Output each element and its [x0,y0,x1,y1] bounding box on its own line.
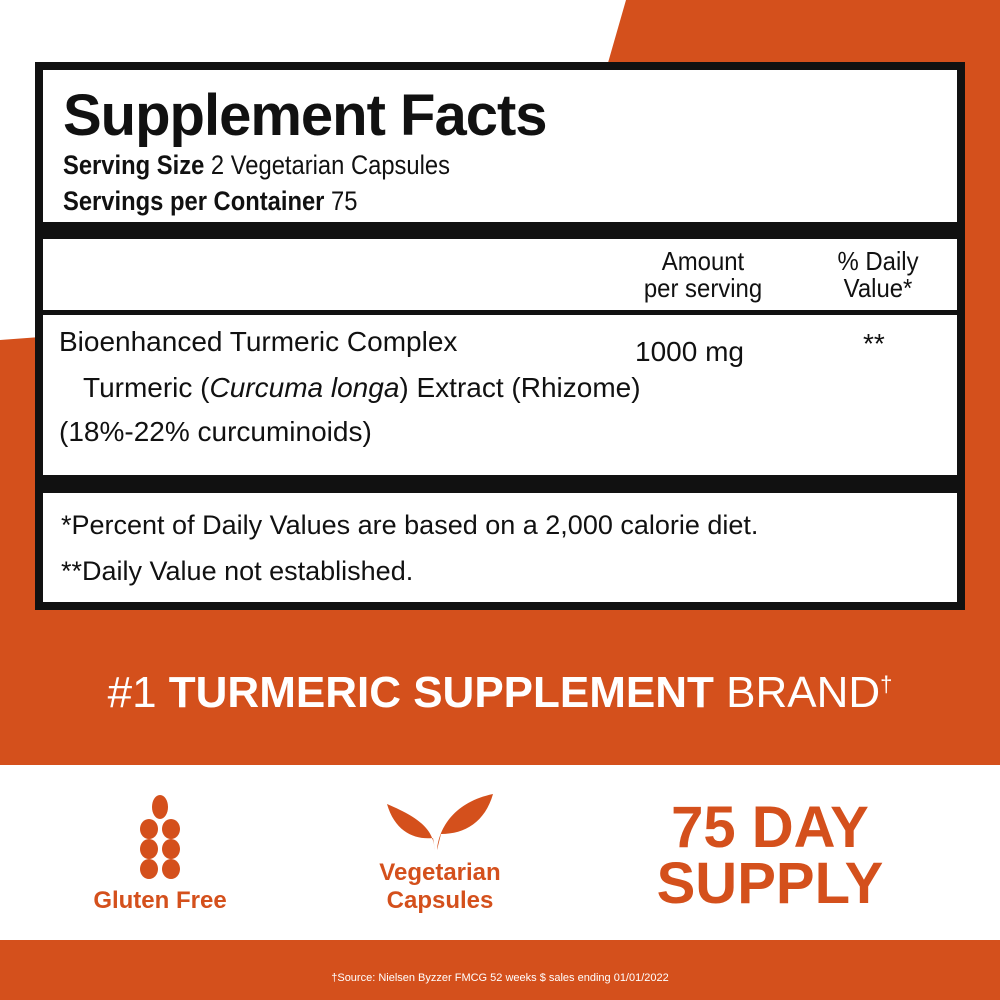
divider-thin [43,310,957,315]
supplement-facts-panel: Supplement Facts Serving Size 2 Vegetari… [35,62,965,610]
ingredient-amount: 1000 mg [635,336,744,367]
sub-ingredient: Turmeric (Curcuma longa) Extract (Rhizom… [83,372,641,403]
facts-title: Supplement Facts [63,83,548,148]
gluten-free-label: Gluten Free [93,887,227,914]
footnote-2: **Daily Value not established. [61,556,414,586]
gluten-free-badge: Gluten Free [70,795,250,915]
supply-line-1: 75 DAY [671,795,869,860]
serving-size: Serving Size 2 Vegetarian Capsules [63,150,451,180]
ingredient-name: Bioenhanced Turmeric Complex [59,326,458,357]
supply-badge: 75 DAY SUPPLY [600,795,940,916]
divider-thick [43,222,957,239]
amount-header: Amount per serving [643,246,763,303]
servings-per-container: Servings per Container 75 [63,186,358,216]
ingredient-dv: ** [863,328,885,359]
brand-tagline: #1 TURMERIC SUPPLEMENT BRAND† [107,668,893,717]
supply-line-2: SUPPLY [656,851,884,916]
vegetarian-capsules-badge: Vegetarian Capsules [345,792,535,915]
divider-thick-2 [43,475,957,493]
wheat-icon [140,795,180,879]
dv-header: % Daily Value* [837,246,919,303]
sub-ingredient-detail: (18%-22% curcuminoids) [59,416,372,447]
source-footnote: †Source: Nielsen Byzzer FMCG 52 weeks $ … [331,972,669,984]
capsules-label: Capsules [386,887,494,914]
vegetarian-label: Vegetarian [379,859,501,886]
leaf-sprout-icon [387,794,493,850]
footnote-1: *Percent of Daily Values are based on a … [61,510,759,540]
